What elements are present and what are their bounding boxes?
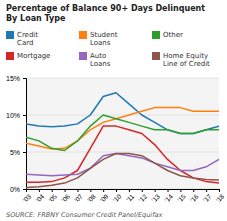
y-tick: 10% <box>6 112 26 119</box>
legend: CreditCard StudentLoans Other Mortgage AutoL… <box>6 31 210 68</box>
x-tick: '08 <box>86 189 97 204</box>
plot-background <box>26 78 219 189</box>
y-tick: 5% <box>10 149 26 156</box>
y-tick-label: 0% <box>10 186 20 193</box>
legend-swatch <box>6 31 14 39</box>
legend-item: AutoLoans <box>79 52 111 68</box>
legend-label: AutoLoans <box>90 52 111 68</box>
x-tick: '18 <box>214 189 225 204</box>
x-tick: '14 <box>163 189 174 204</box>
series-line <box>26 115 219 151</box>
x-tick: '07 <box>73 189 84 204</box>
x-tick-label: '09 <box>99 192 110 203</box>
legend-item: StudentLoans <box>79 31 118 47</box>
x-axis: '03'04'05'06'07'08'09'10'11'12'13'14'15'… <box>21 189 225 204</box>
x-tick-label: '07 <box>73 192 84 203</box>
x-tick-label: '15 <box>176 192 187 203</box>
y-tick: 15% <box>6 75 26 82</box>
legend-swatch <box>79 31 87 39</box>
x-tick-mark <box>129 189 130 192</box>
legend-item: Other <box>152 31 183 39</box>
y-axis-line <box>23 79 27 190</box>
x-tick-label: '10 <box>111 192 122 203</box>
series-line <box>26 126 219 183</box>
x-tick-mark <box>65 189 66 192</box>
x-tick-mark <box>168 189 169 192</box>
x-tick-mark <box>103 189 104 192</box>
x-tick: '05 <box>47 189 58 204</box>
x-tick-mark <box>193 189 194 192</box>
x-tick: '04 <box>34 189 45 204</box>
x-tick-label: '06 <box>60 192 71 203</box>
x-tick-mark <box>155 189 156 192</box>
y-tick-mark <box>23 78 26 79</box>
y-tick-mark <box>23 152 26 153</box>
x-tick: '16 <box>189 189 200 204</box>
x-tick-mark <box>39 189 40 192</box>
x-tick: '06 <box>60 189 71 204</box>
x-tick-mark <box>90 189 91 192</box>
x-tick: '12 <box>137 189 148 204</box>
chart: Percentage of Balance 90+ Days Delinquen… <box>0 0 227 221</box>
x-tick-label: '04 <box>34 192 45 203</box>
x-tick-label: '12 <box>137 192 148 203</box>
legend-label: Other <box>163 31 183 39</box>
x-tick-label: '08 <box>86 192 97 203</box>
x-tick-mark <box>206 189 207 192</box>
x-tick: '03 <box>21 189 32 204</box>
x-tick-mark <box>116 189 117 192</box>
legend-label: Mortgage <box>17 52 50 60</box>
x-tick-label: '16 <box>189 192 200 203</box>
legend-item: Mortgage <box>6 52 50 60</box>
x-tick-label: '18 <box>214 192 225 203</box>
series-line <box>26 153 219 187</box>
subtitle: By Loan Type <box>6 14 66 23</box>
x-tick: '09 <box>99 189 110 204</box>
x-tick-mark <box>52 189 53 192</box>
x-tick-label: '13 <box>150 192 161 203</box>
x-tick: '10 <box>111 189 122 204</box>
grid-line <box>26 152 219 153</box>
grid-line <box>26 115 219 116</box>
legend-item: CreditCard <box>6 31 38 47</box>
x-tick: '15 <box>176 189 187 204</box>
y-tick-mark <box>23 115 26 116</box>
grid <box>26 78 219 189</box>
x-tick-label: '17 <box>202 192 213 203</box>
legend-label: Home EquityLine of Credit <box>163 52 210 68</box>
legend-label: CreditCard <box>17 31 38 47</box>
x-tick-mark <box>180 189 181 192</box>
x-tick: '17 <box>202 189 213 204</box>
title: Percentage of Balance 90+ Days Delinquen… <box>6 4 205 13</box>
y-tick-label: 5% <box>10 149 20 156</box>
x-tick: '11 <box>125 189 136 203</box>
y-tick-label: 15% <box>6 75 20 82</box>
legend-label: StudentLoans <box>90 31 118 47</box>
x-axis-line <box>27 190 220 193</box>
legend-swatch <box>152 31 160 39</box>
legend-swatch <box>79 52 87 60</box>
x-tick: '13 <box>150 189 161 204</box>
annotation: SOURCE: FRBNY Consumer Credit Panel/Equi… <box>6 211 162 219</box>
x-tick-label: '14 <box>163 192 174 203</box>
legend-item: Home EquityLine of Credit <box>152 52 210 68</box>
legend-swatch <box>152 52 160 60</box>
legend-swatch <box>6 52 14 60</box>
y-tick-label: 10% <box>6 112 20 119</box>
x-tick-label: '03 <box>21 192 32 203</box>
y-axis: 0% 5% 10% 15% <box>6 75 27 193</box>
x-tick-label: '11 <box>125 192 136 203</box>
x-tick-mark <box>77 189 78 192</box>
lines <box>26 93 219 188</box>
y-tick: 0% <box>10 186 26 193</box>
x-tick-mark <box>142 189 143 192</box>
x-tick-label: '05 <box>47 192 58 203</box>
x-tick-mark <box>219 189 220 192</box>
series-line <box>26 153 219 175</box>
grid-line <box>26 78 219 79</box>
y-tick-mark <box>23 189 26 190</box>
